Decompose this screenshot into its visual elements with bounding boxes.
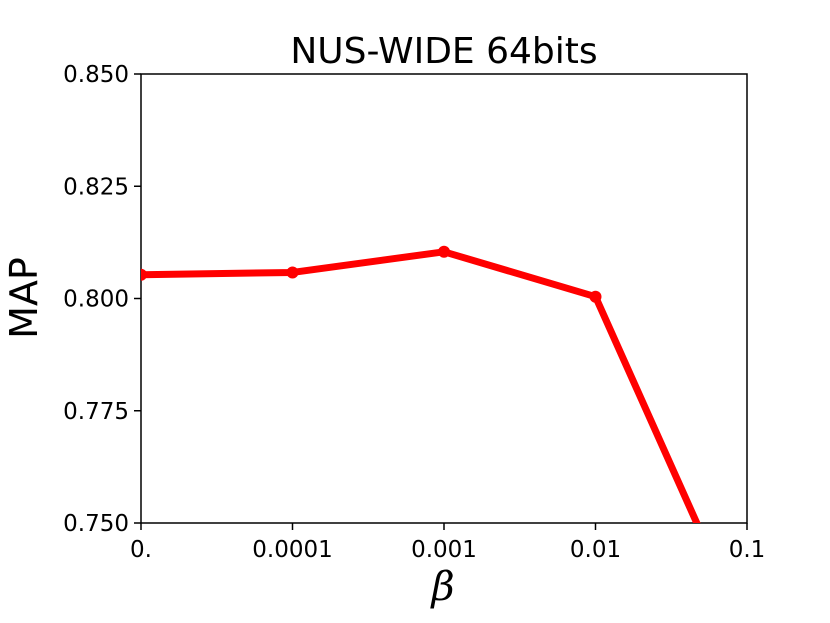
chart-title: NUS-WIDE 64bits <box>290 31 597 72</box>
x-tick-label: 0.1 <box>729 537 766 563</box>
data-point <box>286 266 299 279</box>
series-layer <box>141 245 701 523</box>
x-tick-label: 0.01 <box>570 537 621 563</box>
y-tick-label: 0.775 <box>63 399 129 425</box>
data-point <box>438 245 450 258</box>
y-tick-label: 0.750 <box>63 511 129 537</box>
x-axis-ticks: 0. 0.0001 0.001 0.01 0.1 <box>130 523 765 563</box>
data-point <box>589 290 602 303</box>
x-tick-label: 0.001 <box>411 537 477 563</box>
y-tick-label: 0.800 <box>63 287 129 313</box>
data-point <box>141 268 147 281</box>
x-axis-label: β <box>429 564 454 610</box>
y-tick-label: 0.850 <box>63 62 129 88</box>
plot-frame <box>140 73 748 524</box>
x-tick-label: 0.0001 <box>252 537 332 563</box>
y-axis-ticks: 0.750 0.775 0.800 0.825 0.850 <box>63 62 141 537</box>
y-tick-label: 0.825 <box>63 174 129 200</box>
x-tick-label: 0. <box>130 537 152 563</box>
y-axis-label: MAP <box>2 257 46 339</box>
